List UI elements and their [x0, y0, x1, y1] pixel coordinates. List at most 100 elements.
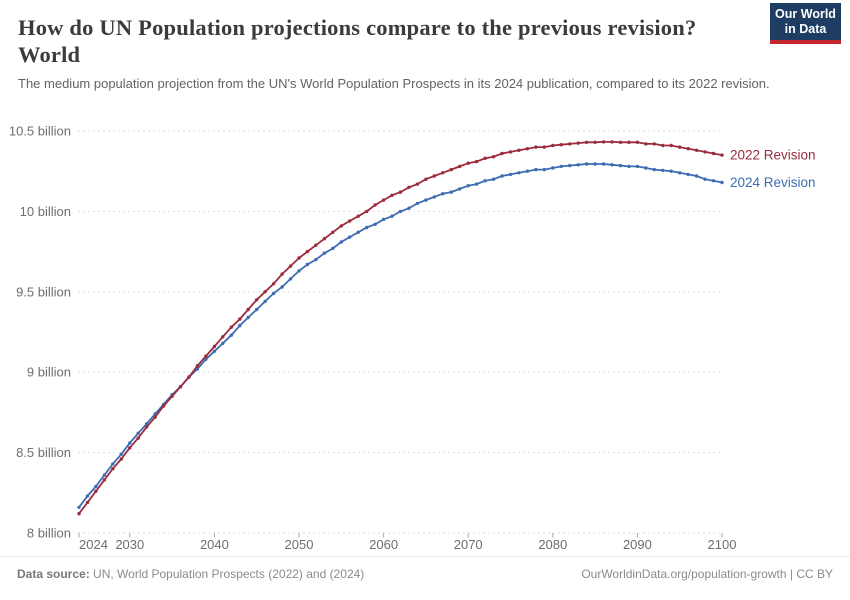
data-point	[720, 153, 724, 157]
data-point	[601, 162, 606, 166]
chart-footer: Data source: UN, World Population Prospe…	[0, 556, 850, 581]
data-point	[517, 148, 521, 152]
data-point	[441, 171, 445, 175]
data-point	[136, 431, 140, 435]
data-point	[711, 151, 716, 156]
data-point	[94, 484, 98, 489]
data-point	[221, 341, 225, 345]
data-point	[204, 354, 208, 358]
data-point	[136, 436, 140, 440]
data-point	[601, 140, 606, 144]
credit-link[interactable]: OurWorldinData.org/population-growth | C…	[581, 567, 833, 581]
data-point	[551, 166, 555, 170]
x-axis-tick-label: 2080	[538, 537, 567, 552]
data-point	[449, 167, 453, 172]
data-point	[711, 179, 716, 183]
data-point	[534, 167, 538, 172]
data-point	[584, 140, 589, 144]
data-point	[365, 209, 369, 214]
data-point	[119, 452, 124, 456]
y-axis-tick-label: 10.5 billion	[9, 124, 71, 139]
data-point	[128, 446, 132, 450]
data-point	[238, 323, 242, 328]
data-point	[373, 203, 377, 207]
data-source-label: Data source:	[17, 567, 90, 581]
data-point	[593, 162, 597, 166]
y-axis-tick-label: 8.5 billion	[16, 445, 71, 460]
data-point	[635, 164, 640, 169]
data-point	[255, 298, 259, 302]
x-axis-tick-label: 2030	[115, 537, 144, 552]
data-source-value: UN, World Population Prospects (2022) an…	[89, 567, 365, 581]
data-point	[407, 206, 411, 210]
data-point	[517, 171, 521, 175]
data-point	[255, 307, 259, 312]
data-point	[627, 140, 631, 144]
series-label-2024-revision[interactable]: 2024 Revision	[730, 175, 816, 190]
owid-logo[interactable]: Our World in Data	[770, 3, 841, 44]
data-point	[491, 177, 496, 181]
data-point	[458, 164, 462, 169]
data-point	[119, 457, 124, 461]
data-point	[288, 264, 293, 268]
data-point	[610, 163, 614, 167]
chart-subtitle: The medium population projection from th…	[18, 76, 770, 91]
data-point	[618, 140, 623, 144]
data-point	[584, 162, 589, 166]
data-point	[458, 187, 462, 191]
series-line-2022-revision[interactable]	[78, 141, 723, 515]
data-point	[424, 177, 428, 181]
data-point	[128, 441, 132, 445]
data-point	[322, 237, 327, 241]
data-point	[686, 147, 690, 151]
data-point	[314, 257, 318, 262]
data-point	[195, 364, 200, 368]
data-point	[390, 214, 394, 218]
chart-header: How do UN Population projections compare…	[0, 0, 850, 92]
data-point	[483, 156, 487, 160]
data-point	[441, 192, 445, 196]
data-point	[568, 163, 572, 168]
x-axis-tick-label: 2040	[200, 537, 229, 552]
data-point	[669, 143, 673, 148]
data-point	[500, 174, 504, 178]
series-line-2024-revision[interactable]	[78, 163, 723, 508]
data-point	[229, 325, 233, 329]
data-point	[305, 262, 310, 267]
data-point	[263, 299, 267, 304]
data-point	[551, 143, 555, 148]
logo-line-1: Our World	[775, 7, 836, 21]
data-point	[500, 151, 504, 156]
x-axis-tick-label: 2090	[623, 537, 652, 552]
data-point	[212, 349, 217, 353]
data-point	[508, 172, 513, 177]
y-axis-tick-label: 9 billion	[27, 365, 71, 380]
data-point	[559, 143, 563, 147]
data-point	[331, 230, 335, 234]
data-point	[111, 462, 115, 466]
data-point	[94, 489, 98, 493]
data-point	[466, 161, 470, 165]
y-axis-tick-label: 8 billion	[27, 526, 71, 541]
data-point	[525, 147, 530, 151]
data-point	[618, 163, 623, 168]
data-point	[432, 195, 436, 199]
data-point	[145, 425, 149, 429]
data-point	[398, 190, 403, 194]
data-point	[271, 282, 276, 286]
data-point	[339, 224, 343, 228]
data-point	[85, 494, 90, 498]
x-axis-tick-label: 2060	[369, 537, 398, 552]
data-point	[297, 256, 301, 260]
data-point	[559, 164, 563, 169]
data-point	[508, 150, 513, 154]
data-point	[77, 512, 81, 516]
data-point	[348, 235, 352, 239]
data-point	[373, 222, 377, 226]
data-point	[178, 385, 183, 389]
data-point	[627, 164, 631, 169]
data-point	[246, 315, 250, 320]
data-point	[238, 317, 242, 321]
series-label-2022-revision[interactable]: 2022 Revision	[730, 148, 816, 163]
